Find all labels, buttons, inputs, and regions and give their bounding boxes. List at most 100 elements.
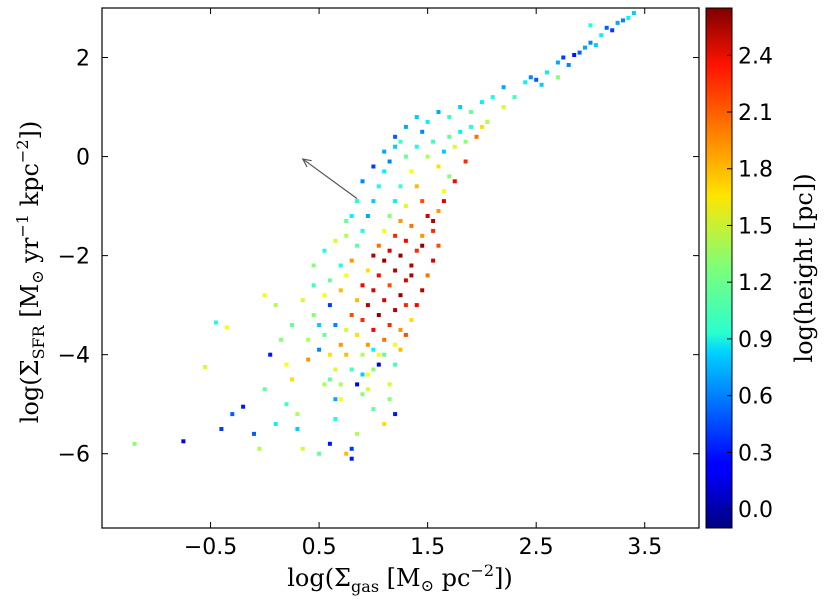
data-point (431, 139, 436, 144)
data-point (349, 214, 354, 218)
data-point (463, 139, 468, 144)
colorbar-tick-label: 0.3 (738, 441, 773, 466)
data-point (479, 124, 484, 129)
data-point (409, 263, 414, 268)
data-point (349, 367, 354, 372)
colorbar-tick-label: 0.0 (738, 498, 773, 523)
data-point (534, 77, 539, 82)
data-point (371, 164, 376, 169)
data-point (615, 20, 620, 25)
data-point (376, 243, 381, 248)
data-point (447, 115, 452, 119)
data-point (262, 293, 267, 298)
y-tick-label: 0 (76, 146, 90, 171)
data-point (365, 214, 370, 218)
data-point (539, 82, 544, 87)
data-point (566, 63, 571, 67)
x-axis-ticks: −0.5 0.5 1.5 2.5 3.5 (184, 8, 662, 560)
data-point (387, 214, 392, 218)
data-point (485, 119, 490, 124)
data-point (300, 446, 305, 451)
data-point (382, 422, 387, 426)
data-point (327, 377, 332, 382)
data-point (371, 253, 376, 258)
data-point (365, 303, 370, 308)
data-point (555, 60, 560, 65)
data-point (333, 323, 338, 327)
x-tick-label: 3.5 (627, 535, 662, 560)
data-point (311, 263, 316, 268)
annotation-arrow (301, 158, 358, 200)
data-point (279, 337, 284, 342)
data-point (398, 253, 403, 258)
data-point (555, 75, 560, 80)
colorbar-tick-label: 1.8 (738, 158, 773, 183)
data-point (371, 347, 376, 352)
data-point (338, 397, 343, 402)
data-point (252, 431, 256, 436)
data-point (371, 407, 376, 412)
data-point (420, 233, 425, 238)
data-point (344, 219, 349, 223)
data-point (403, 332, 408, 337)
data-point (317, 347, 322, 352)
data-point (382, 337, 387, 342)
data-point (403, 238, 408, 243)
y-tick-label: −4 (58, 344, 90, 369)
data-point (512, 95, 517, 100)
data-point (593, 43, 598, 48)
data-point (409, 318, 414, 322)
data-point (344, 273, 349, 278)
data-point (241, 404, 246, 409)
data-point (414, 115, 419, 119)
data-point (306, 337, 311, 342)
data-point (403, 124, 408, 129)
data-point (295, 412, 300, 417)
data-point (360, 372, 365, 377)
data-point (452, 144, 457, 149)
data-point (393, 144, 398, 149)
data-point (409, 169, 414, 174)
data-point (355, 199, 360, 204)
data-point (382, 298, 387, 303)
colorbar-tick-label: 2.1 (738, 101, 773, 126)
y-tick-label: −6 (58, 443, 90, 468)
data-point (322, 248, 327, 253)
data-point (365, 268, 370, 273)
data-point (382, 169, 387, 174)
data-point (338, 382, 343, 387)
data-point (490, 95, 495, 100)
data-point (376, 273, 381, 278)
data-point (393, 342, 398, 347)
data-point (436, 209, 441, 213)
data-point (458, 105, 463, 109)
data-point (409, 273, 414, 278)
data-point (360, 283, 365, 288)
data-point (561, 55, 566, 60)
data-point (317, 323, 322, 327)
data-point (327, 352, 332, 357)
data-point (295, 427, 300, 431)
data-point (414, 144, 419, 149)
data-point (403, 278, 408, 283)
data-point (365, 372, 370, 377)
data-point (333, 417, 338, 421)
data-point (431, 219, 436, 223)
data-point (393, 199, 398, 204)
data-point (572, 53, 577, 57)
data-point (501, 85, 506, 90)
data-point (393, 308, 398, 313)
data-point (474, 134, 479, 139)
data-point (262, 387, 267, 392)
data-point (360, 228, 365, 233)
data-point (452, 179, 457, 184)
data-point (230, 412, 235, 417)
data-point (333, 397, 338, 402)
data-point (132, 441, 137, 446)
colorbar-tick-label: 0.9 (738, 328, 773, 353)
data-point (181, 439, 186, 444)
y-tick-label: 2 (76, 47, 90, 72)
data-point (441, 149, 446, 154)
data-point (463, 159, 468, 164)
data-point (344, 451, 349, 456)
